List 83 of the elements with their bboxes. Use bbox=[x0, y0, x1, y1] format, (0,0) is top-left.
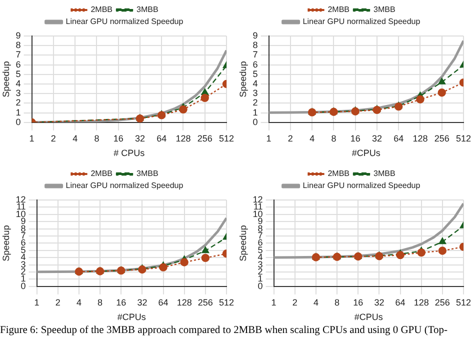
x-tick-label: 4 bbox=[76, 297, 82, 308]
y-axis-title: Speedup bbox=[238, 61, 248, 98]
x-tick-label: 8 bbox=[94, 133, 100, 144]
y-tick-label: 6 bbox=[252, 59, 258, 70]
x-tick-label: 1 bbox=[266, 133, 272, 144]
x-tick-label: 64 bbox=[394, 133, 404, 144]
y-tick-label: 2 bbox=[16, 98, 21, 108]
x-tick-label: 2 bbox=[292, 297, 298, 308]
y-tick-label: 4 bbox=[16, 78, 21, 88]
legend-label: 2MBB bbox=[90, 5, 113, 14]
x-tick-label: 2 bbox=[288, 133, 293, 144]
legend-label: 3MBB bbox=[374, 5, 396, 14]
x-tick-label: 512 bbox=[456, 133, 472, 144]
x-axis-title: # CPUs bbox=[114, 148, 146, 158]
x-tick-label: 32 bbox=[134, 133, 145, 144]
y-tick-label: 1 bbox=[16, 107, 21, 118]
y-tick-label: 0 bbox=[16, 116, 21, 127]
x-tick-label: 1 bbox=[29, 133, 34, 144]
x-tick-label: 16 bbox=[353, 297, 364, 308]
x-tick-label: 16 bbox=[116, 297, 126, 308]
legend-label: 3MBB bbox=[136, 5, 158, 14]
x-tick-label: 128 bbox=[176, 133, 191, 144]
x-tick-label: 2 bbox=[55, 297, 60, 308]
x-tick-label: 32 bbox=[372, 133, 382, 144]
y-axis-title: Speedup bbox=[238, 225, 248, 262]
x-tick-label: 8 bbox=[334, 297, 340, 308]
legend-label: Linear GPU normalized Speedup bbox=[302, 181, 421, 190]
y-tick-label: 9 bbox=[252, 30, 258, 40]
legend-label: 2MBB bbox=[328, 169, 350, 178]
y-tick-label: 12 bbox=[16, 194, 26, 204]
x-tick-label: 4 bbox=[72, 133, 78, 144]
legend-label: Linear GPU normalized Speedup bbox=[302, 17, 421, 26]
legend-label: 2MBB bbox=[90, 169, 113, 178]
y-tick-label: 1 bbox=[252, 107, 258, 118]
y-tick-label: 7 bbox=[252, 50, 258, 60]
x-tick-label: 64 bbox=[395, 297, 406, 308]
x-tick-label: 4 bbox=[310, 133, 315, 144]
legend-label: Linear GPU normalized Speedup bbox=[66, 181, 184, 190]
x-axis-title: #CPUs bbox=[117, 312, 146, 322]
y-tick-label: 0 bbox=[252, 116, 258, 127]
y-tick-label: 8 bbox=[16, 40, 21, 50]
x-tick-label: 512 bbox=[456, 297, 472, 308]
legend-label: 2MBB bbox=[328, 5, 350, 14]
x-tick-label: 4 bbox=[313, 297, 318, 308]
x-tick-label: 16 bbox=[113, 133, 124, 144]
legend-label: 3MBB bbox=[374, 169, 396, 178]
x-tick-label: 512 bbox=[218, 297, 234, 308]
x-tick-label: 256 bbox=[197, 133, 212, 144]
x-tick-label: 32 bbox=[137, 297, 148, 308]
y-tick-label: 4 bbox=[252, 78, 258, 88]
legend-label: Linear GPU normalized Speedup bbox=[66, 17, 184, 26]
x-tick-label: 128 bbox=[414, 297, 429, 308]
x-tick-label: 8 bbox=[98, 297, 103, 308]
y-tick-label: 8 bbox=[252, 40, 258, 50]
x-axis-title: #CPUs bbox=[354, 312, 384, 322]
y-tick-label: 3 bbox=[252, 88, 258, 98]
x-tick-label: 256 bbox=[434, 297, 450, 308]
y-axis-title: Speedup bbox=[0, 61, 11, 98]
y-tick-label: 6 bbox=[16, 59, 21, 70]
x-tick-label: 1 bbox=[271, 297, 276, 308]
x-tick-label: 64 bbox=[158, 297, 168, 308]
y-tick-label: 5 bbox=[16, 68, 21, 79]
x-tick-label: 8 bbox=[331, 133, 336, 144]
x-tick-label: 1 bbox=[34, 297, 40, 308]
y-tick-label: 2 bbox=[252, 98, 258, 108]
x-tick-label: 2 bbox=[50, 133, 56, 144]
x-tick-label: 512 bbox=[218, 133, 234, 144]
x-tick-label: 128 bbox=[176, 297, 192, 308]
y-tick-label: 7 bbox=[16, 50, 21, 60]
x-tick-label: 128 bbox=[412, 133, 428, 144]
y-tick-label: 3 bbox=[16, 88, 21, 98]
x-tick-label: 16 bbox=[350, 133, 360, 144]
y-axis-title: Speedup bbox=[0, 225, 11, 262]
x-axis-title: #CPUs bbox=[352, 148, 381, 158]
y-tick-label: 5 bbox=[252, 68, 258, 79]
y-tick-label: 12 bbox=[252, 194, 263, 204]
x-tick-label: 64 bbox=[156, 133, 167, 144]
x-tick-label: 256 bbox=[434, 133, 450, 144]
x-tick-label: 256 bbox=[198, 297, 213, 308]
legend-label: 3MBB bbox=[136, 169, 158, 178]
caption: Figure 6: Speedup of the 3MBB approach compared to 2MBB when scaling CPUs and using 0 GPU (Top- bbox=[0, 324, 449, 337]
x-tick-label: 32 bbox=[374, 297, 384, 308]
y-tick-label: 9 bbox=[16, 30, 21, 40]
